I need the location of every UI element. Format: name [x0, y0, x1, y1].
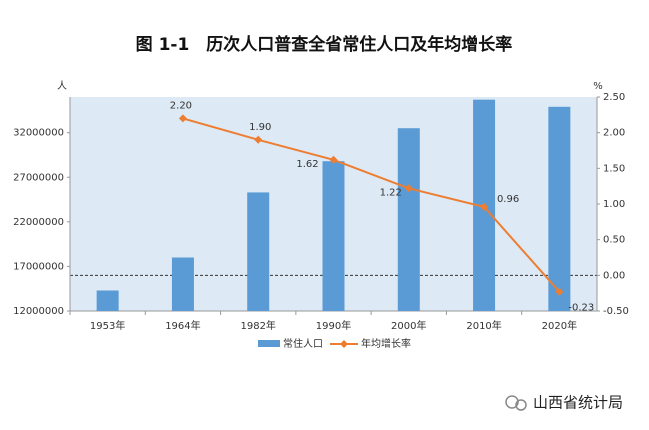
y-tick-label: 27000000	[13, 172, 64, 183]
x-tick-label: 2010年	[466, 319, 501, 332]
data-label: 1.90	[249, 122, 271, 133]
y-tick-label: 22000000	[13, 217, 64, 228]
x-tick-label: 2020年	[542, 319, 577, 332]
y2-tick-label: 2.50	[603, 92, 625, 103]
y2-tick-label: 0.50	[603, 235, 625, 246]
y2-tick-label: 0.00	[603, 270, 625, 281]
y2-tick-label: 1.00	[603, 199, 625, 210]
x-tick-label: 1982年	[240, 319, 275, 332]
data-label: 2.20	[170, 100, 192, 111]
data-label: 0.96	[497, 194, 519, 205]
y2-axis-label: %	[593, 81, 603, 92]
line-marker	[480, 202, 489, 211]
x-tick-label: 1990年	[316, 319, 351, 332]
y-axis-label: 人	[57, 80, 67, 92]
bar	[322, 161, 345, 311]
line	[182, 117, 561, 293]
legend-swatch	[340, 340, 348, 348]
bar	[96, 290, 119, 311]
y-tick-label: 12000000	[13, 306, 64, 317]
line-marker	[329, 155, 338, 164]
line-marker	[178, 114, 187, 123]
line-marker	[555, 287, 564, 296]
legend-swatch	[258, 340, 280, 347]
y2-tick-label: -0.50	[603, 306, 629, 317]
legend-label: 年均增长率	[361, 337, 411, 350]
data-label: 1.22	[380, 187, 402, 198]
y2-tick-label: 1.50	[603, 163, 625, 174]
y2-tick-label: 2.00	[603, 128, 625, 139]
chart-title: 图 1-1 历次人口普查全省常住人口及年均增长率	[136, 34, 513, 55]
x-tick-label: 1964年	[165, 319, 200, 332]
data-label: 1.62	[296, 159, 318, 170]
watermark: 山西省统计局	[533, 394, 623, 412]
line-marker	[404, 184, 413, 193]
bar	[548, 106, 571, 311]
bar	[397, 128, 420, 311]
bar	[247, 192, 270, 311]
x-tick-label: 1953年	[90, 319, 125, 332]
bar	[171, 257, 194, 311]
legend-label: 常住人口	[283, 337, 323, 350]
y-tick-label: 17000000	[13, 261, 64, 272]
data-label: -0.23	[568, 303, 594, 314]
watermark-icon	[505, 395, 527, 411]
y-tick-label: 32000000	[13, 128, 64, 139]
line-marker	[254, 135, 263, 144]
x-tick-label: 2000年	[391, 319, 426, 332]
